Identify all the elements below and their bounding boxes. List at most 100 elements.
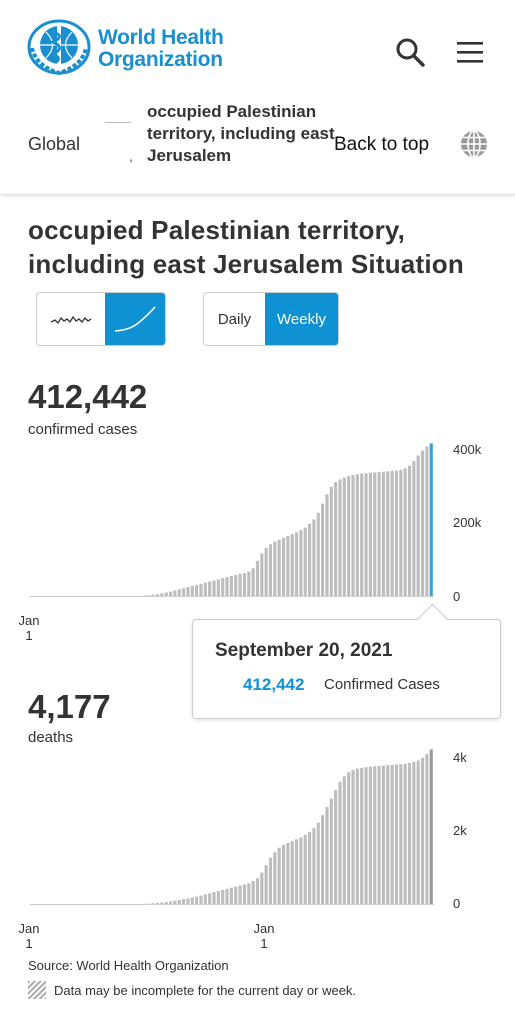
bar[interactable] — [260, 872, 264, 904]
bar[interactable] — [164, 901, 168, 905]
bar[interactable] — [312, 519, 316, 596]
hamburger-menu-icon[interactable] — [454, 36, 488, 70]
bar[interactable] — [251, 568, 255, 596]
bar[interactable] — [416, 760, 420, 904]
bar[interactable] — [420, 757, 425, 904]
bar[interactable] — [173, 590, 177, 596]
bar[interactable] — [290, 841, 294, 904]
bar[interactable] — [182, 588, 186, 596]
bar[interactable] — [234, 574, 238, 596]
bar[interactable] — [368, 766, 372, 904]
bar[interactable] — [268, 544, 273, 596]
bar[interactable] — [394, 470, 399, 596]
bar[interactable] — [212, 892, 216, 904]
bar[interactable] — [186, 898, 190, 904]
bar[interactable] — [381, 471, 385, 596]
period-daily-button[interactable]: Daily — [217, 310, 252, 328]
bar[interactable] — [225, 888, 229, 904]
bar[interactable] — [355, 474, 359, 596]
bar[interactable] — [221, 578, 225, 596]
bar[interactable] — [155, 594, 160, 596]
cases-bar-chart[interactable] — [28, 440, 515, 630]
globe-icon[interactable] — [459, 129, 489, 159]
bar[interactable] — [142, 903, 147, 905]
bar[interactable] — [247, 571, 251, 596]
bar[interactable] — [394, 764, 399, 904]
bar[interactable] — [203, 582, 207, 596]
bar[interactable] — [403, 468, 407, 596]
bar[interactable] — [342, 477, 346, 596]
bar[interactable] — [338, 479, 342, 596]
bar[interactable] — [303, 527, 307, 596]
bar[interactable] — [169, 591, 173, 596]
bar[interactable] — [407, 465, 412, 596]
bar[interactable] — [142, 595, 147, 597]
bar[interactable] — [286, 842, 290, 904]
bar[interactable] — [147, 903, 151, 905]
breadcrumb-country[interactable]: occupied Palestinian territory, includin… — [147, 102, 335, 165]
bar[interactable] — [386, 471, 390, 596]
bar[interactable] — [264, 865, 268, 904]
bar[interactable] — [277, 539, 281, 596]
bar[interactable] — [338, 781, 342, 904]
bar[interactable] — [334, 790, 338, 904]
back-to-top-link[interactable]: Back to top — [334, 134, 430, 155]
bar[interactable] — [377, 765, 381, 904]
bar[interactable] — [373, 472, 377, 596]
bar[interactable] — [199, 895, 203, 904]
bar[interactable] — [273, 541, 277, 596]
bar[interactable] — [169, 901, 173, 904]
bar[interactable] — [264, 547, 268, 596]
bar[interactable] — [247, 883, 251, 904]
bar[interactable] — [325, 494, 329, 596]
search-icon[interactable] — [394, 36, 428, 70]
bar[interactable] — [368, 472, 372, 596]
bar[interactable] — [342, 776, 346, 904]
bar[interactable] — [399, 469, 403, 596]
bar[interactable] — [203, 894, 207, 904]
bar[interactable] — [216, 579, 220, 596]
bar[interactable] — [255, 878, 260, 904]
bar[interactable] — [260, 553, 264, 596]
period-weekly-button[interactable]: Weekly — [265, 293, 338, 345]
bar[interactable] — [412, 761, 416, 904]
bar[interactable] — [186, 587, 190, 596]
bar[interactable] — [390, 764, 394, 904]
bar[interactable] — [234, 886, 238, 904]
bar[interactable] — [281, 537, 286, 596]
deaths-bar-chart[interactable] — [28, 748, 515, 918]
bar[interactable] — [329, 798, 333, 904]
bar[interactable] — [229, 887, 233, 904]
bar[interactable] — [373, 766, 377, 904]
bar[interactable] — [286, 536, 290, 596]
bar[interactable] — [299, 530, 303, 596]
bar[interactable] — [195, 896, 199, 904]
bar[interactable] — [351, 770, 355, 904]
bar[interactable] — [281, 844, 286, 904]
bar[interactable] — [425, 754, 429, 904]
bar[interactable] — [212, 580, 216, 596]
bar[interactable] — [412, 460, 416, 596]
logo-wordmark[interactable]: World Health Organization — [98, 27, 224, 71]
bar[interactable] — [147, 595, 151, 597]
daily-trend-button[interactable] — [37, 293, 105, 345]
bar[interactable] — [255, 560, 260, 596]
bar[interactable] — [190, 897, 194, 904]
bar[interactable] — [155, 902, 160, 904]
bar-current-week[interactable] — [429, 443, 433, 596]
bar[interactable] — [347, 772, 351, 904]
bar[interactable] — [238, 573, 242, 596]
bar[interactable] — [360, 473, 364, 596]
bar[interactable] — [364, 473, 368, 596]
bar[interactable] — [312, 828, 316, 904]
bar[interactable] — [151, 594, 155, 597]
bar[interactable] — [208, 893, 212, 904]
bar[interactable] — [173, 900, 177, 904]
bar[interactable] — [242, 884, 246, 904]
bar[interactable] — [208, 581, 212, 596]
bar[interactable] — [242, 573, 246, 596]
bar[interactable] — [321, 503, 325, 597]
bar[interactable] — [251, 881, 255, 904]
bar[interactable] — [190, 586, 194, 596]
bar[interactable] — [160, 902, 164, 904]
